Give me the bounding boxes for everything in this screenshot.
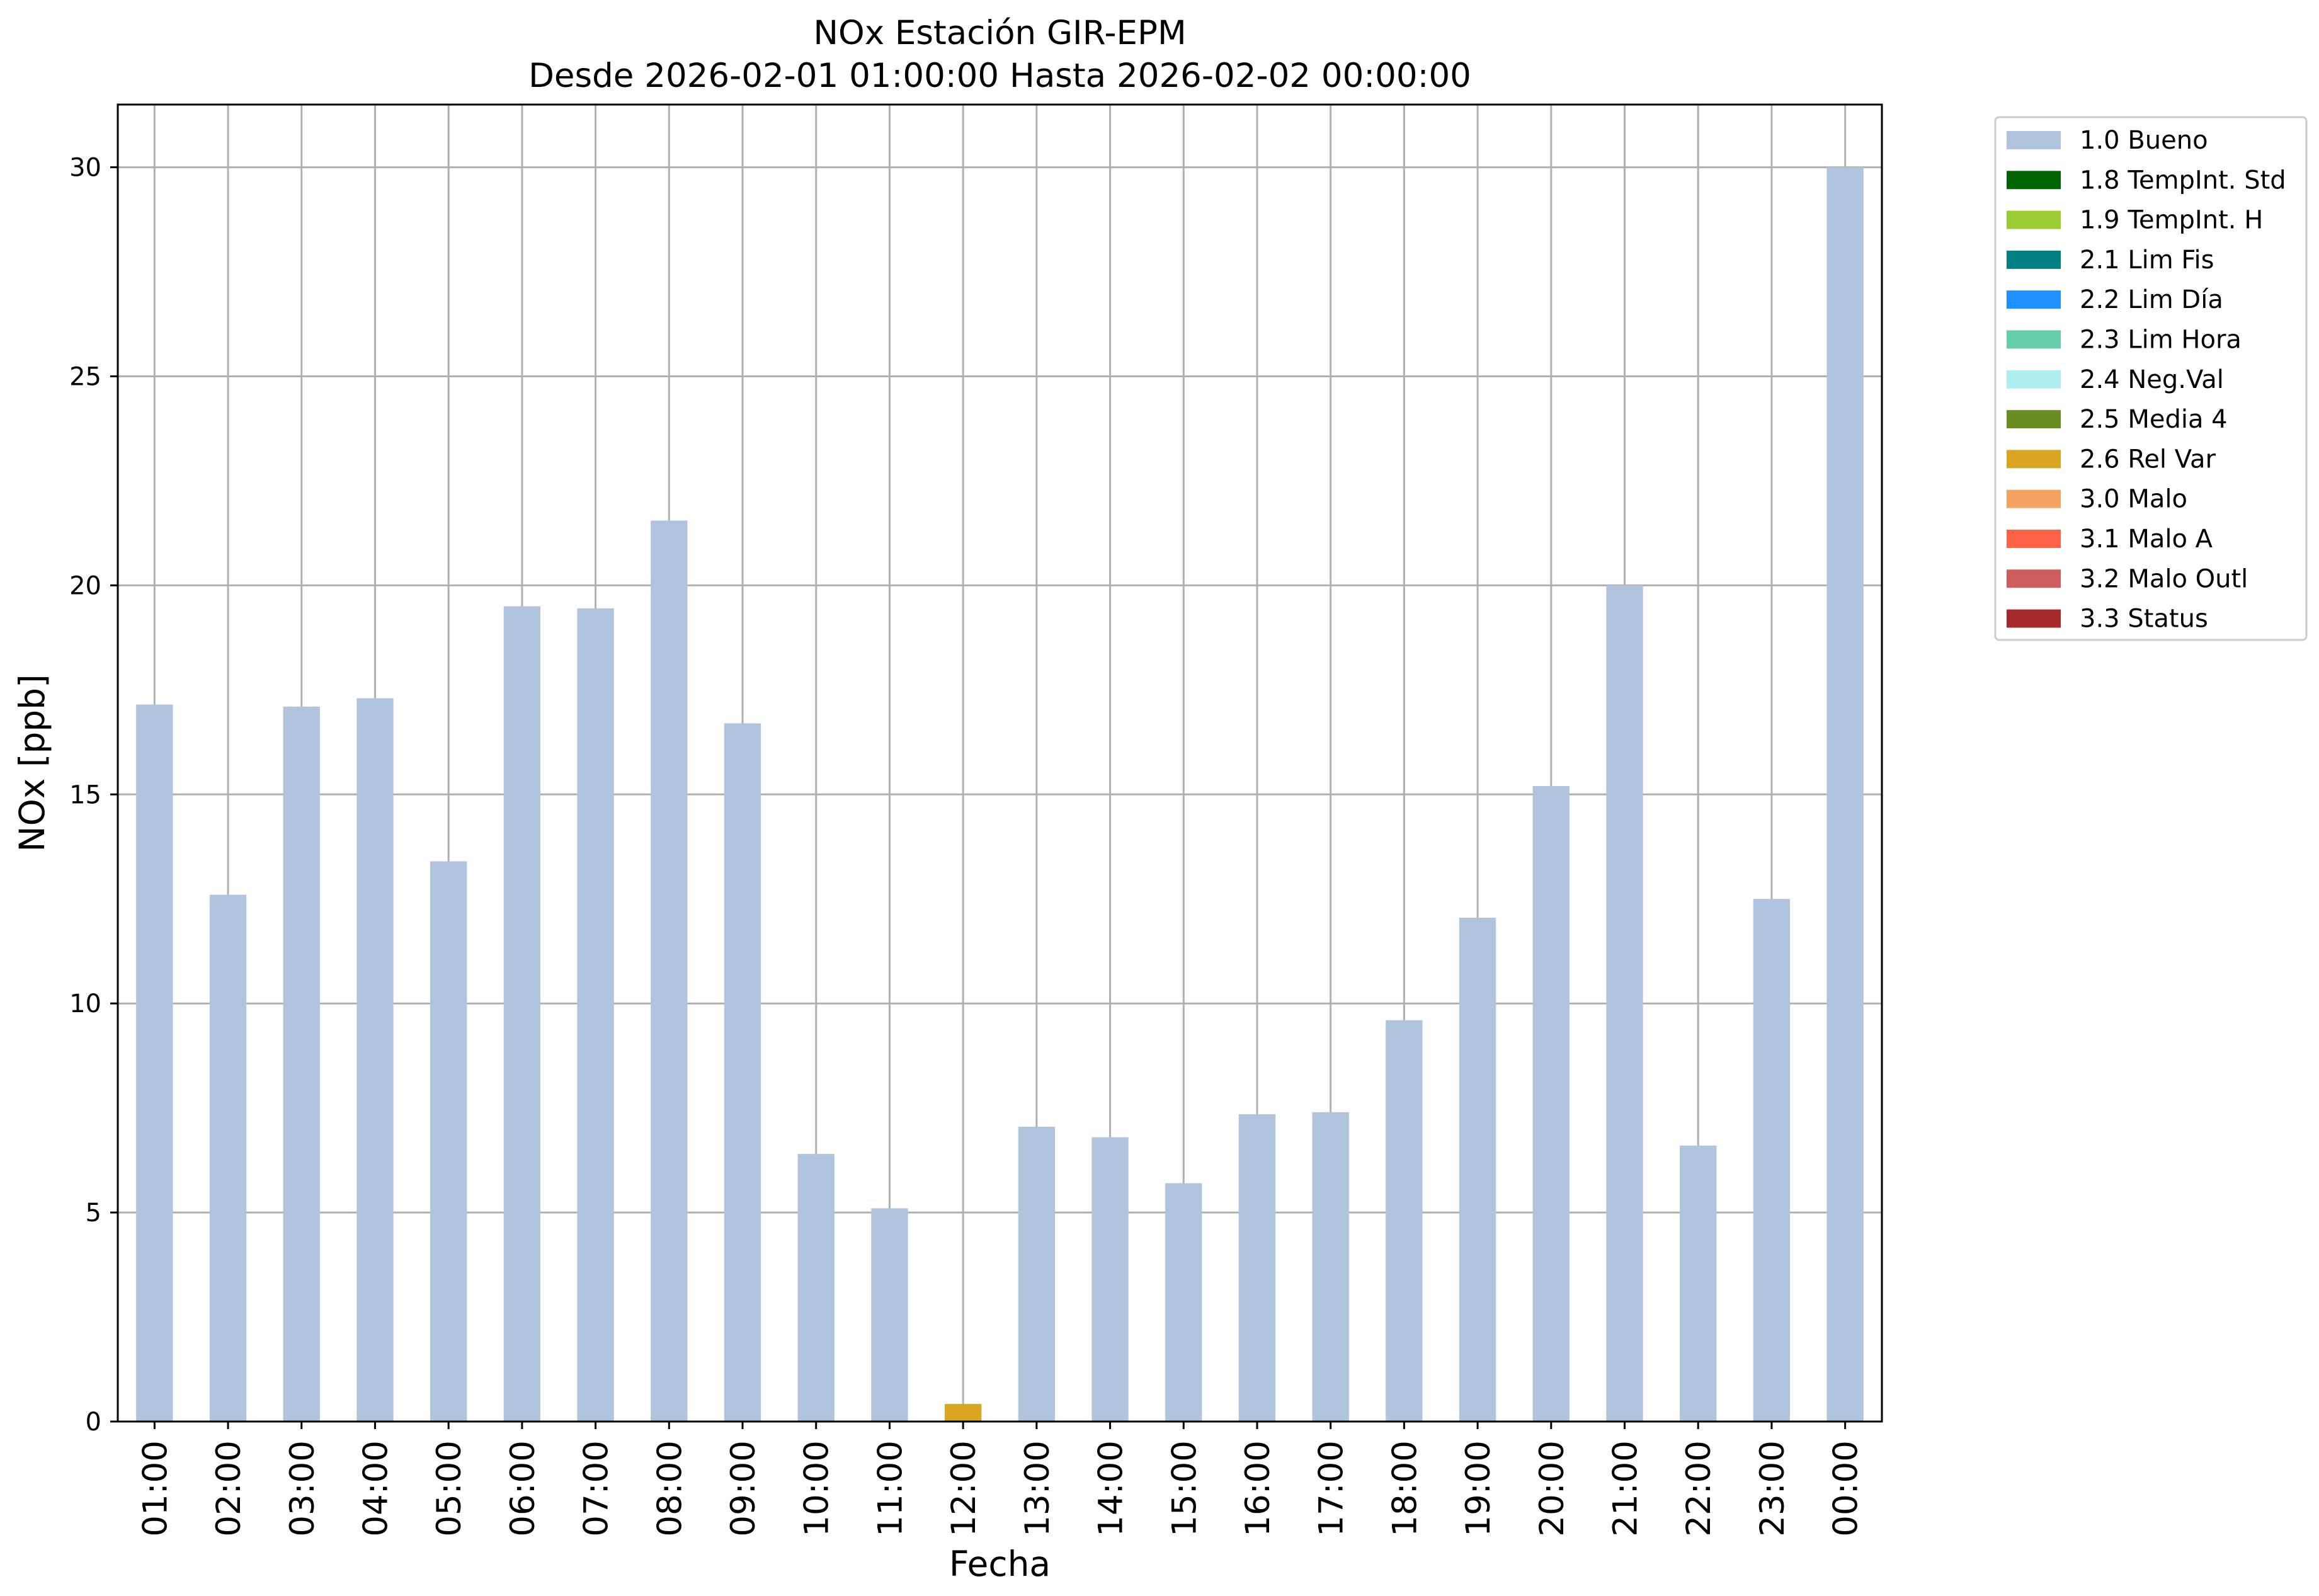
- x-tick-label: 13:00: [1018, 1440, 1057, 1537]
- legend-label: 2.1 Lim Fis: [2080, 246, 2214, 275]
- bar: [871, 1208, 908, 1422]
- legend-label: 3.1 Malo A: [2080, 525, 2213, 554]
- bar: [209, 894, 247, 1422]
- y-axis-label: NOx [ppb]: [12, 674, 52, 852]
- legend-swatch: [2007, 250, 2061, 269]
- legend-label: 1.0 Bueno: [2080, 126, 2208, 155]
- bar: [1091, 1137, 1129, 1422]
- x-tick-label: 22:00: [1680, 1440, 1718, 1537]
- legend-swatch: [2007, 609, 2061, 628]
- bar: [1312, 1112, 1349, 1422]
- legend-swatch: [2007, 569, 2061, 588]
- bar: [724, 723, 761, 1422]
- bar: [503, 606, 541, 1422]
- bar: [1018, 1127, 1056, 1422]
- x-tick-label: 15:00: [1165, 1440, 1204, 1537]
- bar: [136, 704, 173, 1422]
- x-axis-ticks: 01:00 02:00 03:00 04:00 05:00 06:00 07:00 08:00…: [136, 1422, 1866, 1537]
- x-tick-label: 23:00: [1753, 1440, 1792, 1537]
- legend-label: 3.3 Status: [2080, 605, 2208, 634]
- legend-swatch: [2007, 290, 2061, 309]
- legend-label: 2.6 Rel Var: [2080, 445, 2216, 474]
- legend-swatch: [2007, 450, 2061, 469]
- x-tick-label: 01:00: [136, 1440, 174, 1537]
- x-tick-label: 11:00: [871, 1440, 909, 1537]
- legend-label: 3.0 Malo: [2080, 485, 2187, 514]
- x-tick-label: 14:00: [1092, 1440, 1131, 1537]
- bar: [1753, 899, 1791, 1422]
- x-tick-label: 20:00: [1533, 1440, 1571, 1537]
- legend-swatch: [2007, 210, 2061, 229]
- chart-subtitle: Desde 2026-02-01 01:00:00 Hasta 2026-02-…: [528, 57, 1471, 95]
- y-tick-label: 10: [69, 989, 101, 1018]
- x-tick-label: 09:00: [724, 1440, 763, 1537]
- y-axis-ticks: 0 5 10 15 20 25 30: [69, 154, 118, 1437]
- x-tick-label: 18:00: [1386, 1440, 1424, 1537]
- legend-label: 2.3 Lim Hora: [2080, 326, 2242, 355]
- x-tick-label: 19:00: [1459, 1440, 1498, 1537]
- x-tick-label: 07:00: [578, 1440, 616, 1537]
- bar: [1459, 918, 1496, 1422]
- legend-label: 2.2 Lim Día: [2080, 285, 2223, 314]
- legend-label: 2.4 Neg.Val: [2080, 365, 2224, 394]
- x-axis-label: Fecha: [949, 1544, 1051, 1584]
- legend-label: 3.2 Malo Outl: [2080, 564, 2248, 593]
- y-tick-label: 25: [69, 362, 101, 391]
- x-tick-label: 17:00: [1313, 1440, 1351, 1537]
- bar: [1532, 786, 1570, 1422]
- bar: [577, 608, 614, 1422]
- legend: 1.0 Bueno 1.8 TempInt. Std 1.9 TempInt. H 2…: [1994, 116, 2308, 641]
- chart-title: NOx Estación GIR-EPM: [813, 14, 1186, 52]
- x-tick-label: 06:00: [504, 1440, 542, 1537]
- x-tick-label: 05:00: [430, 1440, 469, 1537]
- legend-label: 1.9 TempInt. H: [2080, 206, 2263, 235]
- y-tick-label: 0: [86, 1408, 101, 1437]
- legend-swatch: [2007, 330, 2061, 349]
- x-tick-label: 21:00: [1607, 1440, 1645, 1537]
- x-tick-label: 16:00: [1239, 1440, 1277, 1537]
- x-tick-label: 03:00: [283, 1440, 322, 1537]
- x-tick-label: 08:00: [651, 1440, 689, 1537]
- bar: [797, 1154, 835, 1422]
- bars: [136, 167, 1864, 1422]
- y-tick-label: 15: [69, 780, 101, 809]
- bar: [1165, 1183, 1202, 1422]
- bar: [1680, 1145, 1717, 1422]
- legend-label: 2.5 Media 4: [2080, 405, 2228, 434]
- bar: [283, 706, 320, 1422]
- legend-box: [1994, 116, 2308, 641]
- legend-swatch: [2007, 370, 2061, 389]
- bar: [430, 861, 467, 1422]
- bar: [1238, 1114, 1276, 1422]
- plot-area-frame: [117, 103, 1883, 1423]
- bar: [944, 1404, 982, 1422]
- legend-label: 1.8 TempInt. Std: [2080, 166, 2286, 195]
- bar: [1826, 167, 1864, 1422]
- x-tick-label: 02:00: [210, 1440, 248, 1537]
- x-tick-label: 04:00: [356, 1440, 395, 1537]
- legend-swatch: [2007, 131, 2061, 149]
- y-tick-label: 30: [69, 154, 101, 183]
- y-tick-label: 20: [69, 571, 101, 600]
- legend-swatch: [2007, 489, 2061, 508]
- legend-items: 1.0 Bueno 1.8 TempInt. Std 1.9 TempInt. H 2…: [2007, 126, 2286, 634]
- y-tick-label: 5: [86, 1199, 101, 1228]
- x-tick-label: 12:00: [945, 1440, 983, 1537]
- x-tick-label: 00:00: [1827, 1440, 1866, 1537]
- legend-swatch: [2007, 530, 2061, 548]
- bar: [651, 520, 688, 1422]
- bar: [1606, 585, 1643, 1422]
- x-tick-label: 10:00: [798, 1440, 836, 1537]
- bar: [356, 698, 394, 1422]
- bar: [1386, 1020, 1423, 1422]
- legend-swatch: [2007, 171, 2061, 190]
- legend-swatch: [2007, 410, 2061, 429]
